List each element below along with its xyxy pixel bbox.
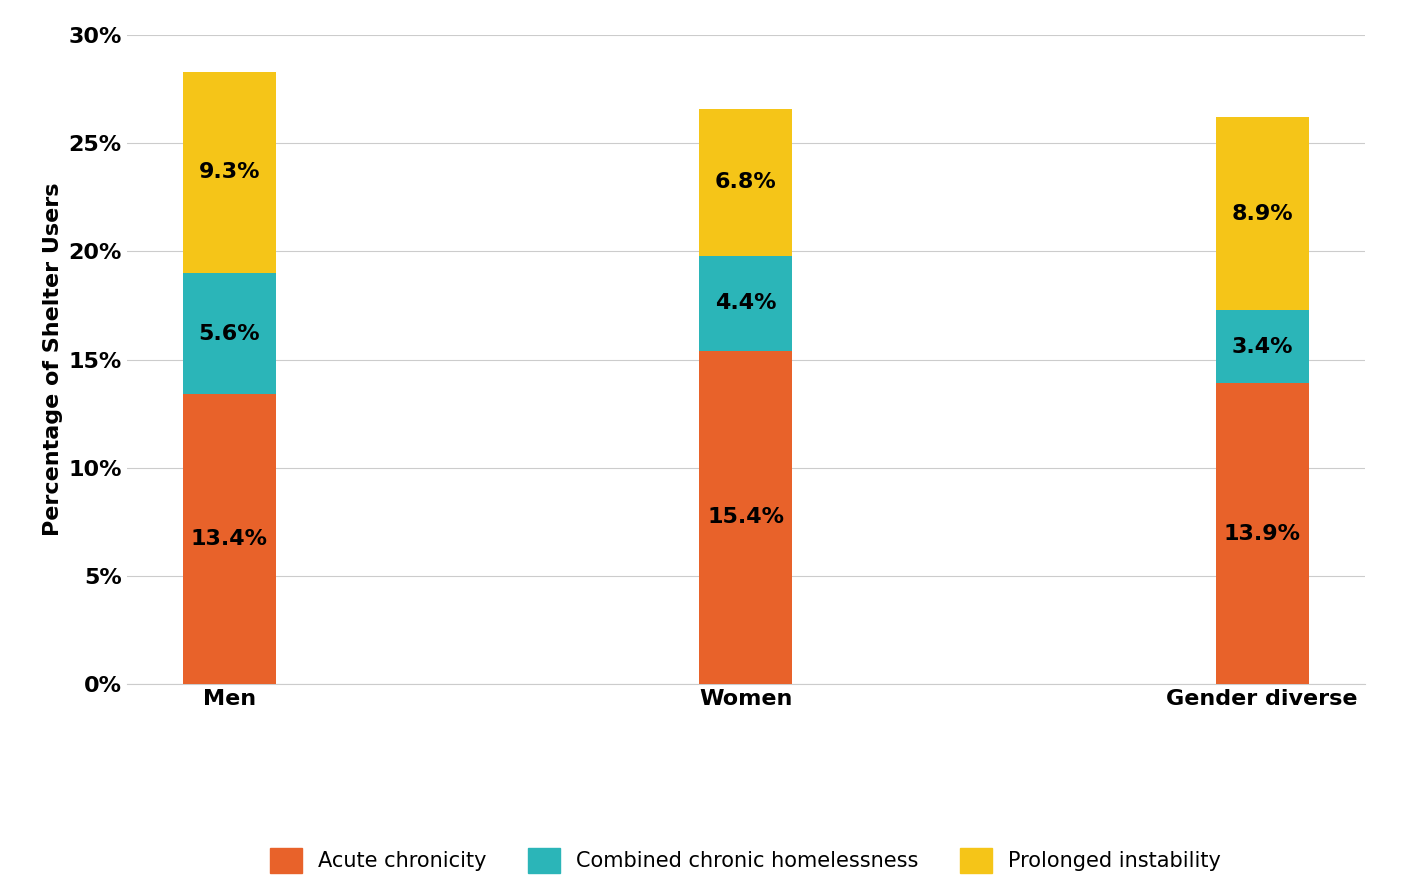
- Bar: [699, 256, 792, 351]
- Bar: [1216, 383, 1309, 684]
- Bar: [183, 394, 276, 684]
- Text: 9.3%: 9.3%: [198, 162, 260, 182]
- Bar: [699, 109, 792, 256]
- Y-axis label: Percentage of Shelter Users: Percentage of Shelter Users: [42, 182, 63, 537]
- Bar: [1216, 118, 1309, 310]
- Legend: Acute chronicity, Combined chronic homelessness, Prolonged instability: Acute chronicity, Combined chronic homel…: [262, 839, 1230, 877]
- Text: 5.6%: 5.6%: [198, 324, 260, 344]
- Text: 3.4%: 3.4%: [1231, 337, 1293, 357]
- Text: 13.4%: 13.4%: [191, 529, 267, 549]
- Bar: [699, 351, 792, 684]
- Text: 4.4%: 4.4%: [715, 293, 777, 313]
- Text: 15.4%: 15.4%: [708, 508, 784, 527]
- Bar: [1216, 310, 1309, 383]
- Text: 6.8%: 6.8%: [715, 172, 777, 192]
- Bar: [183, 273, 276, 394]
- Text: 8.9%: 8.9%: [1231, 203, 1293, 224]
- Text: 13.9%: 13.9%: [1224, 524, 1300, 544]
- Bar: [183, 72, 276, 273]
